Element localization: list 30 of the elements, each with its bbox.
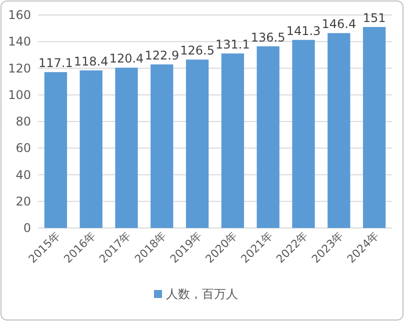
y-tick-label: 160: [8, 8, 31, 22]
bar: [150, 64, 174, 228]
data-label: 151: [362, 10, 386, 25]
data-label: 117.1: [38, 56, 73, 70]
data-label: 122.9: [144, 48, 180, 62]
bar: [44, 72, 68, 228]
bar: [256, 46, 280, 228]
bar: [115, 68, 138, 228]
y-tick-label: 40: [16, 168, 31, 182]
data-label: 141.3: [286, 24, 321, 38]
data-label: 146.4: [322, 17, 356, 32]
bar: [362, 26, 386, 228]
y-tick-label: 60: [16, 141, 31, 156]
bar: [292, 40, 315, 228]
y-tick-label: 140: [8, 34, 31, 49]
y-tick-label: 100: [8, 88, 31, 102]
data-label: 118.4: [74, 54, 108, 68]
data-label: 120.4: [109, 52, 144, 66]
y-tick-label: 120: [8, 61, 31, 76]
data-label: 126.5: [180, 44, 214, 58]
bar: [221, 53, 244, 228]
bar: [186, 60, 209, 228]
y-tick-label: 0: [23, 221, 31, 235]
y-tick-label: 20: [16, 194, 31, 208]
legend: 人数，百万人: [154, 287, 238, 301]
bar: [328, 33, 350, 228]
bar: [80, 70, 102, 228]
y-tick-label: 80: [16, 114, 31, 128]
data-label: 131.1: [216, 37, 250, 52]
data-label: 136.5: [250, 30, 286, 44]
